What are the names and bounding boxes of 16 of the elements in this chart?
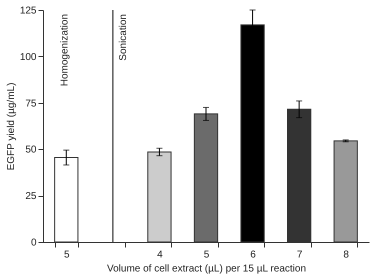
- annotation: Homogenization: [60, 14, 71, 86]
- y-tick-label: 50: [25, 144, 37, 156]
- y-tick-label: 100: [20, 52, 37, 63]
- y-tick-label: 25: [25, 191, 37, 202]
- x-tick-label: 8: [343, 250, 350, 260]
- y-tick-label: 75: [25, 98, 37, 110]
- y-tick-label: 0: [30, 238, 37, 248]
- x-tick-label: 4: [157, 250, 164, 260]
- annotation: Sonication: [118, 14, 129, 61]
- y-axis-title: EGFP yield (µg/mL): [6, 82, 17, 170]
- x-tick-label: 5: [204, 250, 210, 260]
- x-tick-label: 5: [64, 250, 70, 260]
- y-tick-label: 125: [20, 6, 37, 16]
- x-tick-label: 6: [250, 250, 256, 260]
- x-axis-title: Volume of cell extract (µL) per 15 µL reaction: [106, 264, 306, 274]
- x-tick-label: 7: [296, 250, 303, 260]
